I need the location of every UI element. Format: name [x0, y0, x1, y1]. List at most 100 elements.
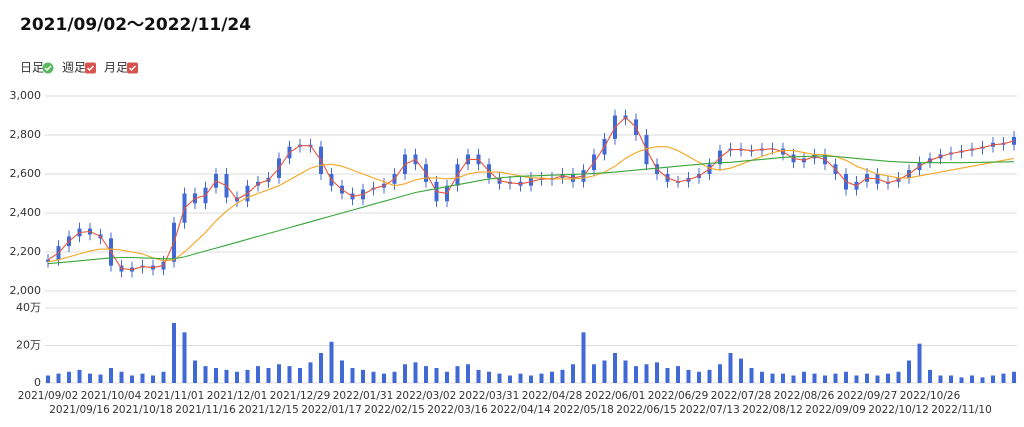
- volume-bar: [802, 371, 806, 383]
- x-tick-label: 2022/04/28: [522, 390, 583, 402]
- volume-bar: [634, 366, 638, 383]
- volume-bar: [77, 369, 82, 383]
- volume-bar: [697, 371, 701, 383]
- volume-bar: [970, 375, 974, 383]
- volume-bar: [130, 375, 134, 383]
- volume-bar: [676, 366, 680, 383]
- volume-bar: [812, 373, 817, 383]
- volume-bar: [1001, 373, 1006, 383]
- check-mark: [44, 65, 52, 72]
- volume-bar: [571, 364, 575, 383]
- volume-bar: [980, 377, 985, 383]
- volume-bar: [854, 375, 859, 383]
- volume-bar: [497, 373, 502, 383]
- volume-bar: [340, 360, 344, 383]
- volume-bar: [350, 368, 355, 383]
- volume-bar: [172, 323, 176, 383]
- volume-bar: [319, 353, 323, 383]
- volume-bar: [886, 373, 890, 383]
- x-tick-label: 2022/10/26: [900, 390, 961, 402]
- volume-bar: [455, 366, 460, 383]
- volume-bar: [770, 373, 775, 383]
- x-tick-label: 2022/06/29: [648, 390, 709, 402]
- x-tick-label: 2022/03/02: [396, 390, 457, 402]
- x-tick-label: 2021/10/04: [81, 390, 142, 402]
- volume-bar: [424, 366, 428, 383]
- toggle[interactable]: 月足: [104, 61, 138, 75]
- volume-bar: [550, 371, 554, 383]
- x-tick-label: 2022/07/13: [679, 404, 740, 416]
- volume-bar: [508, 375, 512, 383]
- x-tick-label: 2021/09/02: [18, 390, 79, 402]
- moving-average-line: [47, 155, 1015, 265]
- volume-bar: [266, 368, 271, 383]
- toggle-label[interactable]: 日足: [20, 61, 44, 75]
- volume-bar: [140, 373, 145, 383]
- volume-bar: [46, 375, 50, 383]
- volume-bar: [329, 341, 334, 383]
- volume-bar: [791, 375, 796, 383]
- volume-bar: [665, 368, 670, 383]
- volume-bar: [403, 364, 407, 383]
- x-tick-label: 2022/08/26: [774, 390, 835, 402]
- volume-bar: [760, 371, 764, 383]
- moving-average-line: [47, 116, 1015, 271]
- y-tick-label: 2,600: [10, 167, 42, 180]
- volume-bar: [833, 373, 838, 383]
- volume-bar: [917, 343, 922, 383]
- volume-bar: [844, 371, 848, 383]
- volume-bar: [928, 369, 932, 383]
- volume-bar: [119, 371, 124, 383]
- volume-bar: [938, 375, 943, 383]
- volume-bar: [823, 375, 827, 383]
- x-tick-label: 2022/08/12: [742, 404, 803, 416]
- x-tick-label: 2021/12/29: [270, 390, 331, 402]
- volume-bar: [865, 373, 869, 383]
- volume-bar: [644, 364, 649, 383]
- volume-bar: [161, 371, 166, 383]
- volume-bar: [686, 369, 691, 383]
- toggle-label[interactable]: 週足: [62, 61, 86, 75]
- volume-bar: [214, 368, 218, 383]
- volume-bar: [728, 353, 733, 383]
- volume-bar: [613, 353, 617, 383]
- volume-bar: [560, 369, 565, 383]
- x-tick-label: 2021/09/16: [49, 404, 110, 416]
- volume-bar: [287, 366, 292, 383]
- volume-bar: [949, 375, 953, 383]
- volume-bar: [529, 375, 533, 383]
- check-mark: [128, 65, 137, 72]
- volume-bar: [518, 373, 523, 383]
- y-tick-label: 2,200: [10, 245, 42, 258]
- x-tick-label: 2021/11/16: [175, 404, 236, 416]
- volume-bar: [151, 375, 155, 383]
- x-tick-label: 2021/12/15: [238, 404, 299, 416]
- y-tick-label: 2,400: [10, 206, 42, 219]
- y2-tick-label: 0: [34, 376, 41, 389]
- y-tick-label: 3,000: [10, 89, 42, 102]
- volume-bar: [707, 369, 712, 383]
- volume-bar: [718, 364, 722, 383]
- volume-bar: [739, 358, 743, 383]
- volume-bar: [392, 371, 397, 383]
- toggle[interactable]: 週足: [62, 61, 96, 75]
- volume-bar: [434, 368, 439, 383]
- toggle[interactable]: 日足: [20, 61, 54, 75]
- x-tick-label: 2022/06/01: [585, 390, 646, 402]
- x-tick-label: 2022/10/12: [868, 404, 929, 416]
- volume-bar: [445, 371, 449, 383]
- volume-bar: [182, 332, 187, 383]
- check-mark: [86, 65, 95, 72]
- volume-bar: [623, 360, 628, 383]
- volume-bar: [413, 362, 418, 383]
- x-tick-label: 2021/10/18: [112, 404, 173, 416]
- x-tick-label: 2022/06/15: [616, 404, 677, 416]
- chart-title: 2021/09/02〜2022/11/24: [20, 15, 251, 35]
- toggle-label[interactable]: 月足: [104, 61, 128, 75]
- volume-bar: [991, 375, 995, 383]
- volume-bar: [235, 371, 239, 383]
- moving-average-line: [47, 146, 1015, 263]
- volume-bar: [1012, 371, 1016, 383]
- x-tick-label: 2022/03/31: [459, 390, 520, 402]
- volume-bar: [224, 369, 229, 383]
